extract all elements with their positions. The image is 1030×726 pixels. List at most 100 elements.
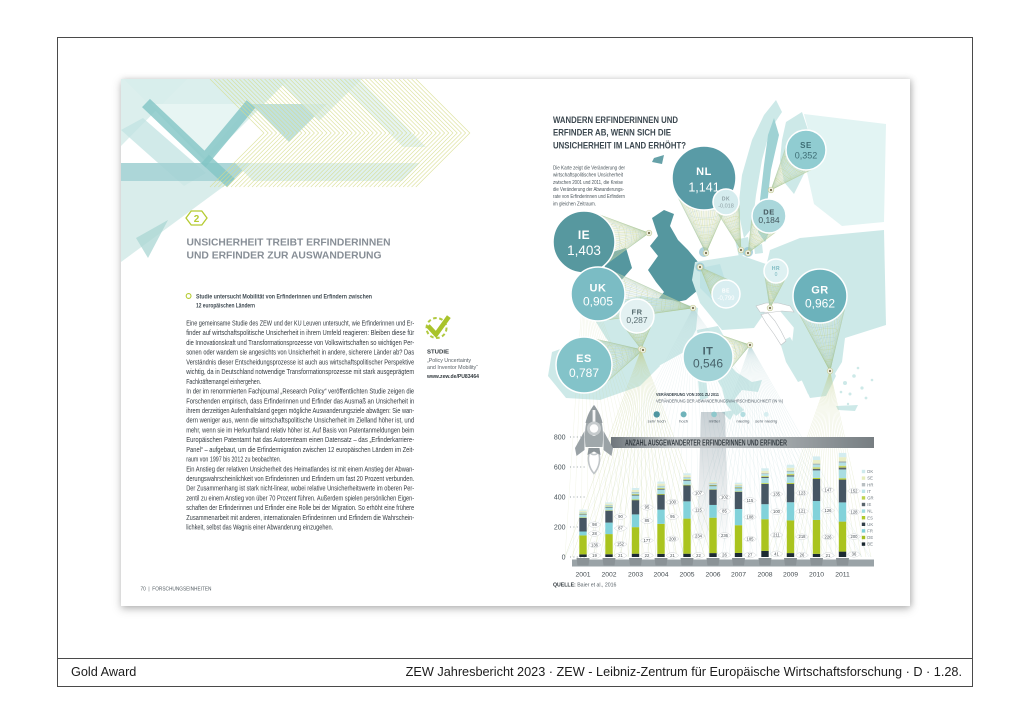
svg-text:SE: SE bbox=[867, 476, 873, 481]
svg-text:211: 211 bbox=[773, 532, 780, 537]
svg-text:2007: 2007 bbox=[731, 572, 746, 579]
svg-text:finder auf wirtschaftspolitisc: finder auf wirtschaftspolitische Unsiche… bbox=[186, 328, 414, 337]
svg-text:2004: 2004 bbox=[653, 572, 668, 579]
svg-text:85: 85 bbox=[645, 518, 650, 523]
svg-text:Forschenden empirisch, dass Er: Forschenden empirisch, dass Erfinderinne… bbox=[186, 396, 414, 405]
svg-text:raum von 1997 bis 2012 zu beob: raum von 1997 bis 2012 zu beobachten. bbox=[186, 455, 281, 464]
svg-text:218: 218 bbox=[799, 534, 807, 539]
svg-text:wirtschaftspolitischen Unsiche: wirtschaftspolitischen Unsicherheit bbox=[552, 173, 623, 179]
svg-text:Panel“ – aufgebaut, um die Erf: Panel“ – aufgebaut, um die Erfindermigra… bbox=[186, 445, 414, 454]
svg-text:21: 21 bbox=[826, 553, 831, 558]
svg-text:115: 115 bbox=[747, 498, 754, 503]
svg-text:Europäischen Patentamt hat das: Europäischen Patentamt hat das Autorente… bbox=[186, 435, 414, 444]
svg-text:die Innovationskraft und Trans: die Innovationskraft und Transformations… bbox=[186, 338, 414, 347]
svg-text:VERÄNDERUNG VON 2001 ZU 2011: VERÄNDERUNG VON 2001 ZU 2011 bbox=[656, 391, 719, 397]
svg-text:21: 21 bbox=[618, 553, 623, 558]
svg-text:177: 177 bbox=[644, 538, 652, 543]
svg-text:DK: DK bbox=[722, 197, 730, 203]
svg-text:200: 200 bbox=[669, 536, 677, 541]
svg-text:niedrig: niedrig bbox=[736, 418, 749, 423]
svg-text:135: 135 bbox=[773, 491, 781, 496]
svg-text:0,905: 0,905 bbox=[583, 294, 613, 308]
svg-text:234: 234 bbox=[695, 534, 703, 539]
svg-text:107: 107 bbox=[695, 491, 703, 496]
svg-text:152: 152 bbox=[617, 542, 625, 547]
svg-text:2001: 2001 bbox=[575, 572, 590, 579]
svg-text:2009: 2009 bbox=[783, 572, 798, 579]
svg-text:2008: 2008 bbox=[757, 572, 772, 579]
svg-text:2011: 2011 bbox=[835, 572, 850, 579]
svg-text:schaften der Erfinderinnen und: schaften der Erfinderinnen und Erfinder … bbox=[186, 503, 414, 512]
svg-text:DE: DE bbox=[867, 535, 873, 540]
svg-text:zentil zu einem Anstieg von üb: zentil zu einem Anstieg von über 70 Proz… bbox=[186, 493, 414, 502]
svg-text:Der Zusammenhang ist stark nic: Der Zusammenhang ist stark nicht-linear,… bbox=[186, 484, 414, 493]
svg-text:ES: ES bbox=[576, 353, 592, 365]
svg-text:and Inventor Mobility“: and Inventor Mobility“ bbox=[427, 365, 478, 371]
svg-text:2005: 2005 bbox=[679, 572, 694, 579]
svg-text:0,787: 0,787 bbox=[569, 366, 599, 380]
svg-text:HR: HR bbox=[772, 266, 780, 272]
svg-text:147: 147 bbox=[825, 487, 833, 492]
svg-text:www.zew.de/PU83464: www.zew.de/PU83464 bbox=[426, 374, 479, 380]
svg-text:27: 27 bbox=[748, 552, 753, 557]
svg-text:lichkeit, selbst das Wagnis ei: lichkeit, selbst das Wagnis einer Abwand… bbox=[186, 523, 333, 532]
svg-text:WANDERN ERFINDERINNEN UND: WANDERN ERFINDERINNEN UND bbox=[553, 115, 678, 125]
svg-text:In der im renommierten Fachjou: In der im renommierten Fachjournal „Rese… bbox=[186, 387, 414, 396]
svg-text:ERFINDER AB, WENN SICH DIE: ERFINDER AB, WENN SICH DIE bbox=[553, 128, 671, 138]
svg-text:22: 22 bbox=[645, 553, 650, 558]
svg-text:226: 226 bbox=[825, 534, 833, 539]
svg-text:26: 26 bbox=[800, 552, 805, 557]
svg-text:VERÄNDERUNG DER ABWANDERUNGSWA: VERÄNDERUNG DER ABWANDERUNGSWAHRSCHEINLI… bbox=[656, 399, 783, 404]
svg-text:128: 128 bbox=[851, 509, 859, 514]
svg-text:200: 200 bbox=[554, 525, 566, 532]
svg-text:2: 2 bbox=[194, 214, 200, 225]
svg-text:126: 126 bbox=[825, 508, 833, 513]
svg-text:136: 136 bbox=[591, 542, 599, 547]
svg-text:Eine gemeinsame Studie des ZEW: Eine gemeinsame Studie des ZEW und der K… bbox=[186, 319, 414, 328]
svg-text:STUDIE: STUDIE bbox=[427, 350, 449, 356]
svg-text:ihrem derzeitigen Aufenthaltsl: ihrem derzeitigen Aufenthaltsland gegen … bbox=[186, 406, 414, 415]
svg-text:FR: FR bbox=[867, 529, 873, 534]
svg-text:12 europäischen Ländern: 12 europäischen Ländern bbox=[196, 303, 255, 310]
svg-text:hoch: hoch bbox=[679, 418, 688, 423]
svg-text:Fachkräftemangel einhergehen.: Fachkräftemangel einhergehen. bbox=[186, 377, 261, 386]
svg-text:0: 0 bbox=[775, 272, 778, 278]
svg-text:UK: UK bbox=[867, 522, 873, 527]
svg-text:22: 22 bbox=[696, 553, 701, 558]
svg-text:Zusammenarbeit mit anderen, in: Zusammenarbeit mit anderen, internationa… bbox=[186, 513, 414, 522]
svg-text:NL: NL bbox=[867, 509, 873, 514]
svg-text:600: 600 bbox=[554, 465, 566, 472]
svg-text:BE: BE bbox=[867, 542, 873, 547]
svg-text:100: 100 bbox=[773, 509, 781, 514]
svg-text:26: 26 bbox=[722, 552, 727, 557]
svg-text:115: 115 bbox=[695, 507, 702, 512]
svg-text:rate von Erfinderinnen und Erf: rate von Erfinderinnen und Erfindern bbox=[553, 194, 625, 200]
svg-text:90: 90 bbox=[618, 514, 623, 519]
svg-text:2010: 2010 bbox=[809, 572, 824, 579]
svg-text:UNSICHERHEIT TREIBT ERFINDERIN: UNSICHERHEIT TREIBT ERFINDERINNEN bbox=[187, 238, 391, 249]
svg-text:19: 19 bbox=[592, 553, 597, 558]
svg-text:0,184: 0,184 bbox=[758, 215, 780, 225]
svg-text:wichtig, da in Deutschland not: wichtig, da in Deutschland notwendige Tr… bbox=[185, 367, 414, 376]
svg-text:236: 236 bbox=[721, 533, 729, 538]
svg-text:IT: IT bbox=[703, 346, 714, 358]
svg-text:800: 800 bbox=[554, 435, 566, 442]
svg-text:dern weniger aus, wenn die wir: dern weniger aus, wenn die wirtschaftspo… bbox=[186, 416, 414, 425]
svg-text:IE: IE bbox=[578, 228, 590, 242]
svg-text:0,546: 0,546 bbox=[693, 357, 723, 371]
svg-text:QUELLE: Baier et al., 2016: QUELLE: Baier et al., 2016 bbox=[553, 582, 617, 588]
svg-text:2006: 2006 bbox=[705, 572, 720, 579]
svg-text:70 | FORSCHUNGSEINHEITEN: 70 | FORSCHUNGSEINHEITEN bbox=[141, 587, 212, 593]
svg-text:28: 28 bbox=[592, 531, 597, 536]
svg-text:„Policy Uncertainty: „Policy Uncertainty bbox=[427, 358, 471, 364]
svg-text:UK: UK bbox=[590, 282, 607, 294]
svg-text:UND ERFINDER ZUR AUSWANDERUNG: UND ERFINDER ZUR AUSWANDERUNG bbox=[187, 251, 382, 262]
svg-text:ES: ES bbox=[867, 515, 873, 520]
svg-text:DE: DE bbox=[763, 207, 774, 216]
svg-text:Studie untersucht Mobilität vo: Studie untersucht Mobilität von Erfinder… bbox=[196, 294, 372, 301]
svg-text:IE: IE bbox=[867, 502, 871, 507]
svg-text:BE: BE bbox=[722, 289, 730, 295]
svg-text:im gleichen Zeitraum.: im gleichen Zeitraum. bbox=[553, 201, 596, 207]
svg-text:FR: FR bbox=[632, 307, 643, 316]
svg-text:GR: GR bbox=[811, 284, 829, 296]
